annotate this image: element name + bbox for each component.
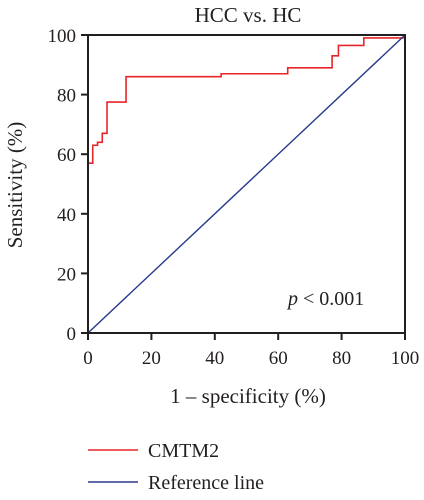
y-tick-label: 0 [67,324,77,345]
plot-frame [87,34,406,334]
x-tick-label: 20 [142,348,161,369]
y-axis: 0 20 40 60 80 100 [48,26,88,345]
plot-area [87,34,406,334]
y-tick-label: 40 [57,205,76,226]
reference-line [87,34,406,334]
x-tick-label: 100 [391,348,420,369]
chart-title: HCC vs. HC [195,3,302,27]
p-value-symbol: p [286,288,298,310]
cmtm2-curve [87,37,405,333]
y-tick-label: 60 [57,145,76,166]
x-tick-label: 60 [269,348,288,369]
legend-label-cmtm2: CMTM2 [148,440,219,462]
p-value-text: < 0.001 [298,288,364,310]
p-value-annotation: p < 0.001 [286,288,364,310]
legend: CMTM2 Reference line [88,440,264,494]
y-tick-label: 100 [48,26,77,47]
y-tick-label: 20 [57,264,76,285]
x-tick-label: 0 [83,348,93,369]
x-tick-label: 40 [205,348,224,369]
x-axis-title: 1 – specificity (%) [170,384,326,408]
y-axis-title: Sensitivity (%) [3,122,27,249]
y-tick-label: 80 [57,86,76,107]
x-axis: 0 20 40 60 80 100 [83,333,419,369]
x-tick-label: 80 [332,348,351,369]
legend-label-reference-line: Reference line [148,472,264,494]
